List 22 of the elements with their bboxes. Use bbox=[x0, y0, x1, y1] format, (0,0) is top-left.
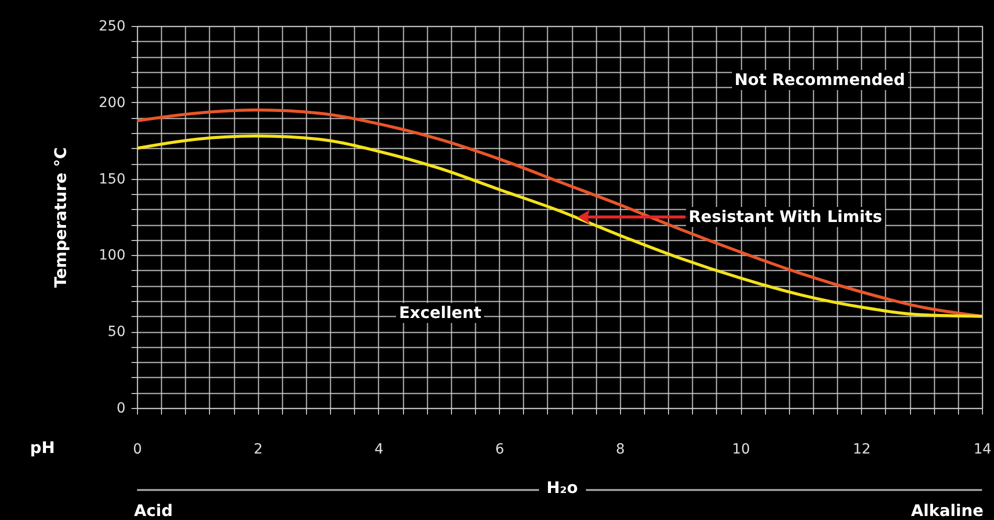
y-tick-label: 50 bbox=[108, 324, 126, 340]
x-tick-label: 12 bbox=[852, 442, 871, 458]
text: H₂o bbox=[546, 478, 578, 497]
annotation: Resistant With Limits bbox=[686, 207, 886, 227]
y-tick-label: 250 bbox=[98, 18, 126, 34]
x-tick-label: 0 bbox=[133, 442, 142, 458]
x-tick-label: 8 bbox=[616, 442, 625, 458]
text: Acid bbox=[134, 501, 173, 520]
y-tick-label: 200 bbox=[98, 94, 126, 111]
text: Alkaline bbox=[911, 501, 984, 520]
y-tick-label: 100 bbox=[98, 248, 126, 264]
x-tick-label: 2 bbox=[254, 442, 263, 458]
y-tick-label: 150 bbox=[98, 171, 126, 188]
annotation: Not Recommended bbox=[732, 70, 908, 90]
x-tick-label: 6 bbox=[495, 442, 504, 458]
annotation: Excellent bbox=[396, 303, 484, 323]
y-tick-label: 0 bbox=[116, 400, 126, 416]
x-tick-label: 10 bbox=[732, 442, 750, 458]
x-tick-label: 4 bbox=[374, 442, 384, 458]
y-axis-title: Temperature °C bbox=[50, 147, 70, 288]
x-axis-title: pH bbox=[30, 438, 55, 457]
x-tick-label: 14 bbox=[974, 442, 992, 458]
